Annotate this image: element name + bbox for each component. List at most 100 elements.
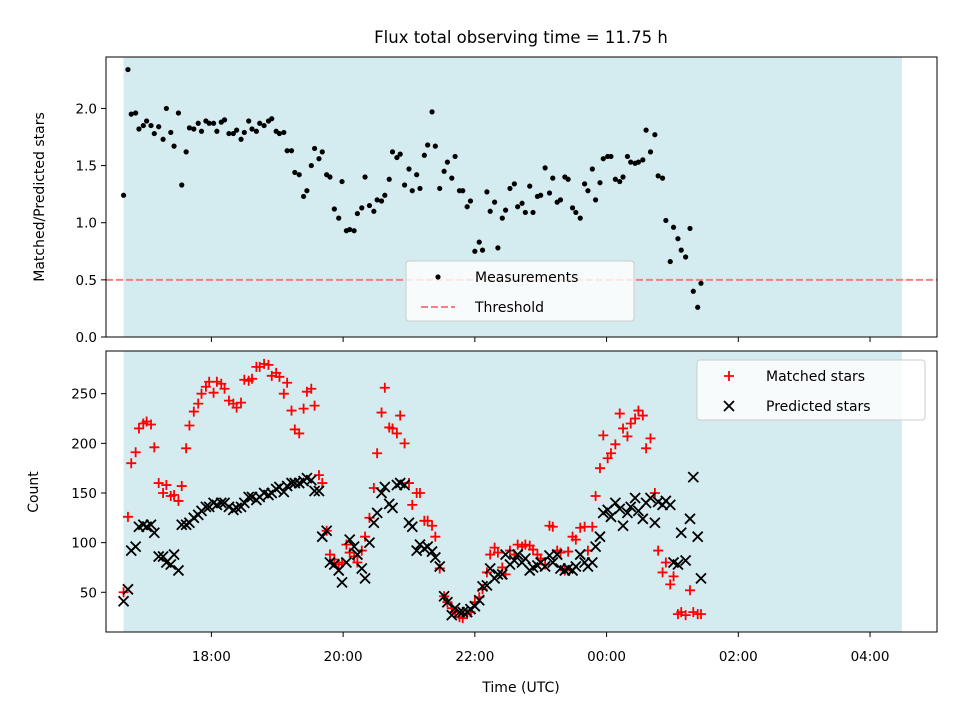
predicted-star-point	[308, 485, 321, 497]
predicted-star-point	[313, 485, 325, 497]
matched-star-point	[122, 511, 133, 522]
predicted-star-point	[168, 548, 180, 561]
predicted-star-point	[469, 600, 481, 612]
measurement-point	[441, 168, 447, 174]
predicted-star-point	[406, 521, 418, 533]
predicted-star-point	[589, 540, 602, 553]
measurement-point	[585, 188, 591, 194]
matched-star-point	[414, 487, 425, 498]
measurement-point	[221, 117, 228, 123]
matched-star-point	[247, 373, 258, 384]
matched-star-point	[282, 377, 293, 388]
matched-star-point	[306, 383, 317, 394]
measurement-point	[378, 198, 385, 204]
predicted-star-point	[644, 492, 657, 504]
measurement-point	[226, 130, 232, 137]
measurement-point	[444, 159, 451, 165]
measurement-point	[304, 188, 310, 194]
measurement-point	[620, 174, 626, 180]
matched-star-point	[133, 423, 144, 434]
matched-star-point	[146, 419, 157, 430]
predicted-star-point	[398, 479, 411, 491]
predicted-star-point	[609, 497, 621, 509]
measurement-point	[502, 207, 509, 213]
matched-star-point	[598, 430, 609, 441]
legend-measurement-marker	[435, 274, 441, 280]
measurement-point	[316, 156, 322, 162]
predicted-star-point	[145, 519, 157, 531]
predicted-star-point	[148, 527, 160, 539]
matched-star-point	[637, 410, 648, 421]
measurement-point	[573, 209, 579, 216]
matched-star-point	[528, 544, 539, 555]
measurement-point	[592, 197, 599, 203]
matched-star-point	[349, 551, 360, 562]
predicted-star-point	[672, 558, 684, 571]
predicted-star-point	[230, 502, 243, 514]
predicted-star-point	[679, 554, 692, 567]
predicted-star-point	[551, 548, 563, 561]
predicted-star-point	[499, 548, 512, 561]
matched-star-point	[360, 531, 371, 542]
predicted-star-point	[476, 580, 489, 592]
measurement-point	[362, 174, 368, 180]
measurement-point	[472, 248, 478, 254]
measurement-point	[206, 120, 212, 126]
measurement-point	[589, 166, 595, 172]
predicted-star-point	[687, 471, 699, 483]
matched-star-point	[563, 546, 574, 557]
predicted-star-point	[316, 531, 328, 543]
measurement-point	[695, 304, 701, 310]
measurement-point	[612, 176, 618, 182]
measurement-point	[144, 118, 150, 124]
measurement-point	[675, 236, 681, 242]
predicted-star-point	[348, 540, 360, 553]
matched-star-point	[587, 521, 598, 532]
predicted-star-point	[363, 536, 376, 549]
ratio-panel: 0.0 0.5 1.0 1.5 2.0 Measurements Threshold	[76, 56, 938, 346]
predicted-star-point	[356, 562, 368, 575]
measurement-point	[284, 148, 290, 154]
predicted-star-point	[614, 503, 626, 515]
matched-star-point	[680, 610, 691, 621]
predicted-star-point	[664, 499, 676, 511]
measurement-point	[382, 192, 388, 198]
measurement-point	[125, 66, 131, 73]
measurement-point	[331, 206, 337, 212]
x-tick-label: 18:00	[192, 649, 231, 665]
predicted-star-point	[344, 534, 356, 546]
matched-star-point	[653, 545, 664, 556]
measurement-point	[655, 173, 661, 179]
predicted-star-point	[379, 481, 391, 493]
measurement-point	[597, 180, 603, 186]
measurement-point	[417, 185, 423, 192]
matched-star-point	[657, 567, 668, 578]
measurement-point	[179, 182, 185, 188]
legend-matched-marker	[724, 371, 734, 381]
predicted-star-point	[153, 550, 165, 563]
predicted-star-point	[270, 483, 282, 495]
top-ylabel: Matched/Predicted stars	[32, 112, 48, 282]
measurement-point	[652, 132, 658, 138]
matched-star-point	[294, 428, 305, 439]
legend-label: Predicted stars	[766, 399, 871, 415]
measurement-point	[647, 149, 654, 155]
matched-star-point	[520, 539, 531, 550]
legend-box	[696, 359, 926, 421]
measurement-point	[464, 204, 470, 210]
predicted-star-point	[368, 517, 380, 529]
y-tick-label: 2.0	[76, 101, 97, 117]
matched-star-point	[173, 495, 184, 506]
predicted-star-point	[429, 551, 441, 564]
y-tick-label: 250	[71, 387, 97, 403]
measurement-point	[136, 126, 142, 132]
matched-star-point	[181, 443, 192, 454]
y-tick-label: 1.0	[76, 216, 97, 232]
measurement-point	[678, 247, 684, 253]
measurement-point	[319, 149, 325, 155]
predicted-star-point	[496, 568, 508, 581]
matched-star-point	[298, 403, 309, 414]
axes-frame	[105, 350, 938, 633]
matched-star-point	[158, 487, 169, 498]
x-tick-label: 22:00	[455, 649, 494, 665]
